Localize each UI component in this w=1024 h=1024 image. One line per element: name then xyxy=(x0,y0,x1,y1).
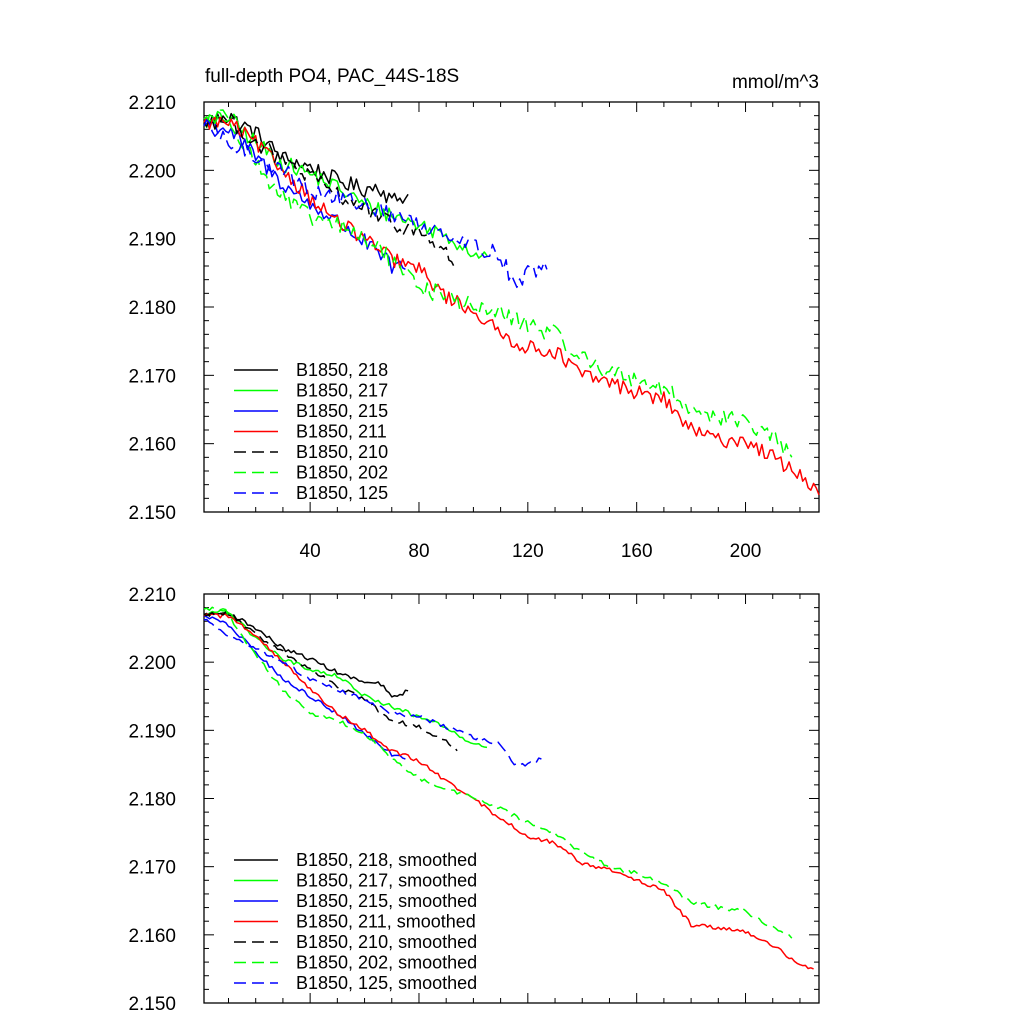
top-panel: 2.150 2.160 2.170 2.180 2.190 2.200 2.210 40 80 1… xyxy=(128,93,820,562)
series-line xyxy=(203,610,458,752)
y-tick-label: 2.150 xyxy=(128,994,176,1015)
y-tick-label: 2.170 xyxy=(128,366,176,387)
legend-label: B1850, 218, smoothed xyxy=(296,850,477,870)
bottom-panel: 2.150 2.160 2.170 2.180 2.190 2.200 2.210 B1850… xyxy=(128,585,820,1015)
x-tick-label: 200 xyxy=(730,541,762,562)
units-label: mmol/m^3 xyxy=(732,72,819,93)
x-tick-label: 120 xyxy=(512,541,544,562)
series-line xyxy=(203,110,488,259)
legend-label: B1850, 210, smoothed xyxy=(296,932,477,952)
y-tick-label: 2.190 xyxy=(128,230,176,251)
y-tick-label: 2.150 xyxy=(128,503,176,524)
y-tick-label: 2.160 xyxy=(128,435,176,456)
y-tick-label: 2.210 xyxy=(128,93,176,114)
legend-label: B1850, 215, smoothed xyxy=(296,891,477,911)
series-line xyxy=(203,613,814,970)
series-line xyxy=(203,112,458,270)
legend-label: B1850, 211 xyxy=(296,422,387,442)
x-tick-label: 40 xyxy=(300,541,321,562)
series-line xyxy=(203,121,406,274)
y-tick-label: 2.190 xyxy=(128,721,176,742)
y-tick-label: 2.160 xyxy=(128,926,176,947)
legend-label: B1850, 125 xyxy=(296,483,388,503)
y-tick-label: 2.200 xyxy=(128,653,176,674)
x-tick-label: 160 xyxy=(621,541,653,562)
series-line xyxy=(203,119,548,289)
legend-label: B1850, 202 xyxy=(296,463,388,483)
x-tick-label: 80 xyxy=(408,541,429,562)
y-tick-label: 2.180 xyxy=(128,790,176,811)
legend-label: B1850, 217 xyxy=(296,381,388,401)
chart-title: full-depth PO4, PAC_44S-18S xyxy=(205,66,459,87)
series-line xyxy=(203,618,542,767)
legend-label: B1850, 125, smoothed xyxy=(296,973,477,993)
y-tick-label: 2.200 xyxy=(128,161,176,182)
legend-label: B1850, 215 xyxy=(296,401,388,421)
legend-label: B1850, 211, smoothed xyxy=(296,912,476,932)
y-tick-label: 2.170 xyxy=(128,858,176,879)
legend-label: B1850, 210 xyxy=(296,442,388,462)
y-tick-label: 2.180 xyxy=(128,298,176,319)
legend-label: B1850, 217, smoothed xyxy=(296,871,477,891)
series-line xyxy=(203,109,793,458)
legend-label: B1850, 218 xyxy=(296,360,388,380)
series-line xyxy=(203,606,793,939)
y-tick-label: 2.210 xyxy=(128,585,176,606)
legend-label: B1850, 202, smoothed xyxy=(296,953,477,973)
